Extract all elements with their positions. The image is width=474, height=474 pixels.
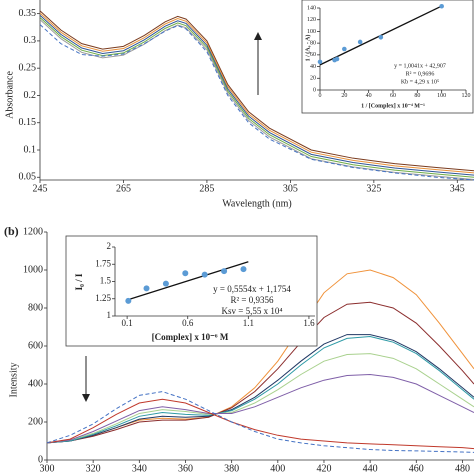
x-tick-label: 285 [199,183,214,194]
x-axis-label: Wavelength (nm) [222,198,291,209]
x-tick-label: 40 [366,93,372,99]
y-tick-label: 40 [310,64,316,70]
x-tick-label: 60 [390,93,396,99]
annotation: R² = 0,9696 [406,71,435,77]
x-tick-label: 265 [116,183,131,194]
y-tick-label: 0 [38,454,43,465]
charts: 0.05 0.1 0.15 0.2 0.25 0.3 0.35 245 265 285 305 325… [4,0,474,474]
series-line [46,398,474,450]
x-tick-label: 245 [33,183,48,194]
series-line [46,353,474,444]
series-line [46,391,474,453]
y-tick-label: 20 [310,76,316,82]
annotation: R² = 0,9356 [230,295,274,305]
series-line [46,334,474,444]
x-tick-label: 80 [414,93,420,99]
x-tick-label: 1.1 [243,318,254,328]
inset-frame [65,235,318,347]
y-tick-label: 800 [28,302,43,313]
series-line [39,17,474,178]
series-line [39,10,474,172]
data-point [378,34,384,40]
y-tick-label: 400 [28,378,43,389]
series-line [39,12,474,174]
annotation: Kb = 4,29 x 10⁵ [401,79,439,85]
x-tick-label: 20 [341,93,347,99]
inset-frame [301,0,474,114]
x-tick-label: 460 [409,463,424,474]
x-tick-label: 380 [224,463,239,474]
data-point [143,285,150,292]
data-point [162,280,169,287]
data-point [334,56,340,62]
y-axis-label: 1 / (A₀ - A) [304,35,311,62]
y-tick-label: 1200 [23,226,43,237]
data-point [342,46,347,52]
x-tick-label: 305 [283,183,298,194]
y-tick-label: 120 [307,17,316,23]
x-tick-label: 120 [462,93,471,99]
y-tick-label: 60 [310,52,316,58]
y-tick-label: 2 [107,241,112,251]
x-tick-label: 440 [363,463,378,474]
x-tick-label: 0.1 [121,318,132,328]
data-point [125,297,132,304]
data-point [221,268,228,275]
data-point [240,266,247,273]
y-tick-label: 0.05 [19,172,37,183]
annotation: y = 1,0041x + 42,907 [394,63,446,69]
annotation: Ksv = 5,55 x 10⁴ [222,306,283,316]
y-tick-label: 0.15 [19,117,37,128]
y-tick-label: 1.25 [95,293,111,303]
x-axis-label: [Complex] x 10⁻⁶ M [152,332,229,342]
series-line [39,24,474,181]
annotation: y = 0,5554x + 1,1754 [213,284,291,294]
x-tick-label: 100 [437,93,446,99]
fit-line [126,261,249,301]
y-tick-label: 1000 [23,264,43,275]
y-tick-label: 0 [313,87,316,93]
x-axis-label: 1 / [Complex] x 10⁻⁴ M⁻¹ [361,103,425,109]
y-tick-label: 100 [307,29,316,35]
x-tick-label: 480 [455,463,470,474]
data-point [357,39,363,45]
y-tick-label: 140 [307,5,316,11]
data-point [182,270,189,277]
x-tick-label: 360 [178,463,193,474]
series-line [39,14,474,176]
series-line [46,301,474,444]
x-tick-label: 345 [450,183,465,194]
data-point [439,3,444,9]
x-tick-label: 0.6 [182,318,194,328]
y-tick-label: 600 [28,340,43,351]
y-axis-label: Intensity [8,363,19,398]
y-tick-label: 0.25 [19,62,37,73]
x-tick-label: 0 [319,93,322,99]
panel-label: (b) [4,224,19,238]
y-tick-label: 1.75 [95,258,111,268]
data-point [201,271,208,278]
y-tick-label: 0.35 [19,8,37,19]
x-tick-label: 300 [40,463,55,474]
series-line [46,335,474,444]
series-line [39,19,474,180]
y-tick-label: 0.2 [24,90,37,101]
x-tick-label: 340 [132,463,147,474]
x-tick-label: 400 [270,463,285,474]
x-tick-label: 320 [86,463,101,474]
x-tick-label: 325 [366,183,381,194]
y-tick-label: 0.1 [24,144,37,155]
x-tick-label: 420 [316,463,331,474]
series-line [46,373,474,444]
y-tick-label: 80 [310,41,316,47]
y-tick-label: 200 [28,416,43,427]
x-tick-label: 1.6 [303,318,315,328]
y-axis-label: Absorbance [4,71,15,119]
y-tick-label: 1 [107,310,112,320]
y-tick-label: 0.3 [24,35,37,46]
data-point [317,59,323,65]
y-tick-label: 1.5 [100,276,112,286]
y-axis-label: I₀ / I [74,273,84,290]
